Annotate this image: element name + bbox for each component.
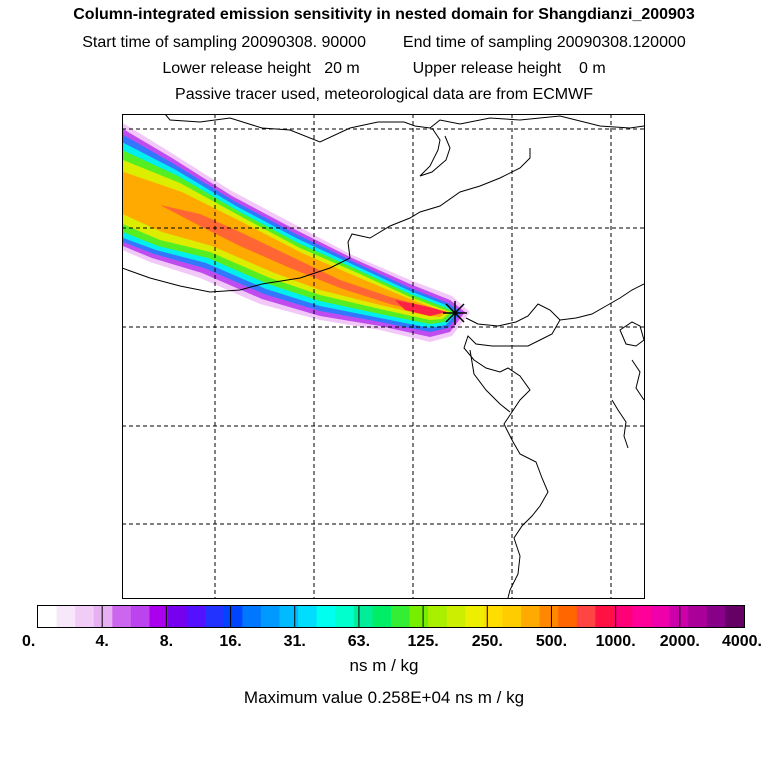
colorbar-cell [688,606,708,627]
colorbar-cell [446,606,466,627]
coastline-east [463,303,561,598]
colorbar-cell [372,606,392,627]
tracer-info: Passive tracer used, meteorological data… [175,86,593,103]
colorbar-cell [335,606,355,627]
sampling-times: Start time of sampling 20090308. 90000 E… [0,34,768,52]
colorbar-cells [38,606,745,627]
colorbar-cell [539,606,559,627]
colorbar-tick-label: 16. [219,633,241,650]
colorbar-cell [223,606,243,627]
colorbar-tick-label: 125. [408,633,439,650]
colorbar-cell [279,606,299,627]
colorbar-tick-label: 250. [472,633,503,650]
colorbar-cell [706,606,727,627]
colorbar-cell [205,606,225,627]
colorbar-dividers [101,606,681,627]
coastline-bay [469,349,511,413]
inland-border-west [122,148,531,293]
plume-layers [122,122,470,342]
colorbar: 0. 4. 8. 16. 31. 63. 125. 250. 500. 1000. 2000. 400… [22,605,762,650]
coastline-southeast [631,359,644,401]
colorbar-cell [316,606,336,627]
plume-band-250-500 [122,159,451,320]
plume-band-500-1000 [122,171,448,317]
colorbar-cell [409,606,429,627]
colorbar-cell [56,606,76,627]
colorbar-tick-label: 8. [160,633,173,650]
korea-peninsula [419,127,451,177]
colorbar-tick-label: 4. [96,633,109,650]
colorbar-cell [242,606,262,627]
start-time-label: Start time of sampling 20090308. 90000 [82,34,366,51]
chart-title: Column-integrated emission sensitivity i… [73,6,695,23]
colorbar-cell [38,606,58,627]
plume-band-1000-2000 [160,205,446,314]
colorbar-cell [725,606,745,627]
coastline-northeast [559,283,644,321]
colorbar-cell [391,606,411,627]
colorbar-tick-label: 0. [22,633,35,650]
colorbar-tick-labels: 0. 4. 8. 16. 31. 63. 125. 250. 500. 1000. 2000. 400… [22,633,762,650]
colorbar-cell [558,606,578,627]
colorbar-cell [260,606,281,627]
colorbar-cell [130,606,151,627]
colorbar-cell [521,606,541,627]
colorbar-tick-label: 500. [536,633,567,650]
colorbar-tick-label: 1000. [596,633,636,650]
colorbar-cell [186,606,206,627]
colorbar-cell [576,606,596,627]
colorbar-cell [483,606,504,627]
colorbar-tick-label: 31. [284,633,306,650]
map-panel [122,114,645,599]
colorbar-cell [112,606,132,627]
map-frame [122,114,645,599]
colorbar-cell [613,606,634,627]
grid-lines [122,114,644,598]
colorbar-cell [651,606,671,627]
colorbar-cell [502,606,522,627]
colorbar-frame [37,605,745,628]
release-heights: Lower release height 20 m Upper release … [0,60,768,78]
island-east [619,321,644,347]
colorbar-cell [465,606,485,627]
coastlines-borders [122,114,644,598]
coastline-south-detail [611,399,629,449]
colorbar-cell [93,606,113,627]
colorbar-cell [149,606,169,627]
northern-border [164,114,644,143]
plume-core-max [395,300,447,316]
end-time-label: End time of sampling 20090308.120000 [402,34,686,51]
colorbar-cell [75,606,95,627]
colorbar-cell [428,606,448,627]
colorbar-cell [669,606,689,627]
colorbar-tick-label: 4000. [722,633,762,650]
colorbar-unit-label: ns m / kg [349,656,419,675]
lower-height-label: Lower release height 20 m [162,60,360,77]
colorbar-cell [353,606,374,627]
max-value-label: Maximum value 0.258E+04 ns m / kg [243,688,525,707]
colorbar-cell [168,606,188,627]
colorbar-tick-label: 63. [348,633,370,650]
receptor-marker [443,301,467,325]
colorbar-cell [595,606,615,627]
upper-height-label: Upper release height 0 m [412,60,606,77]
colorbar-tick-label: 2000. [660,633,700,650]
colorbar-cell [632,606,652,627]
colorbar-cell [298,606,318,627]
